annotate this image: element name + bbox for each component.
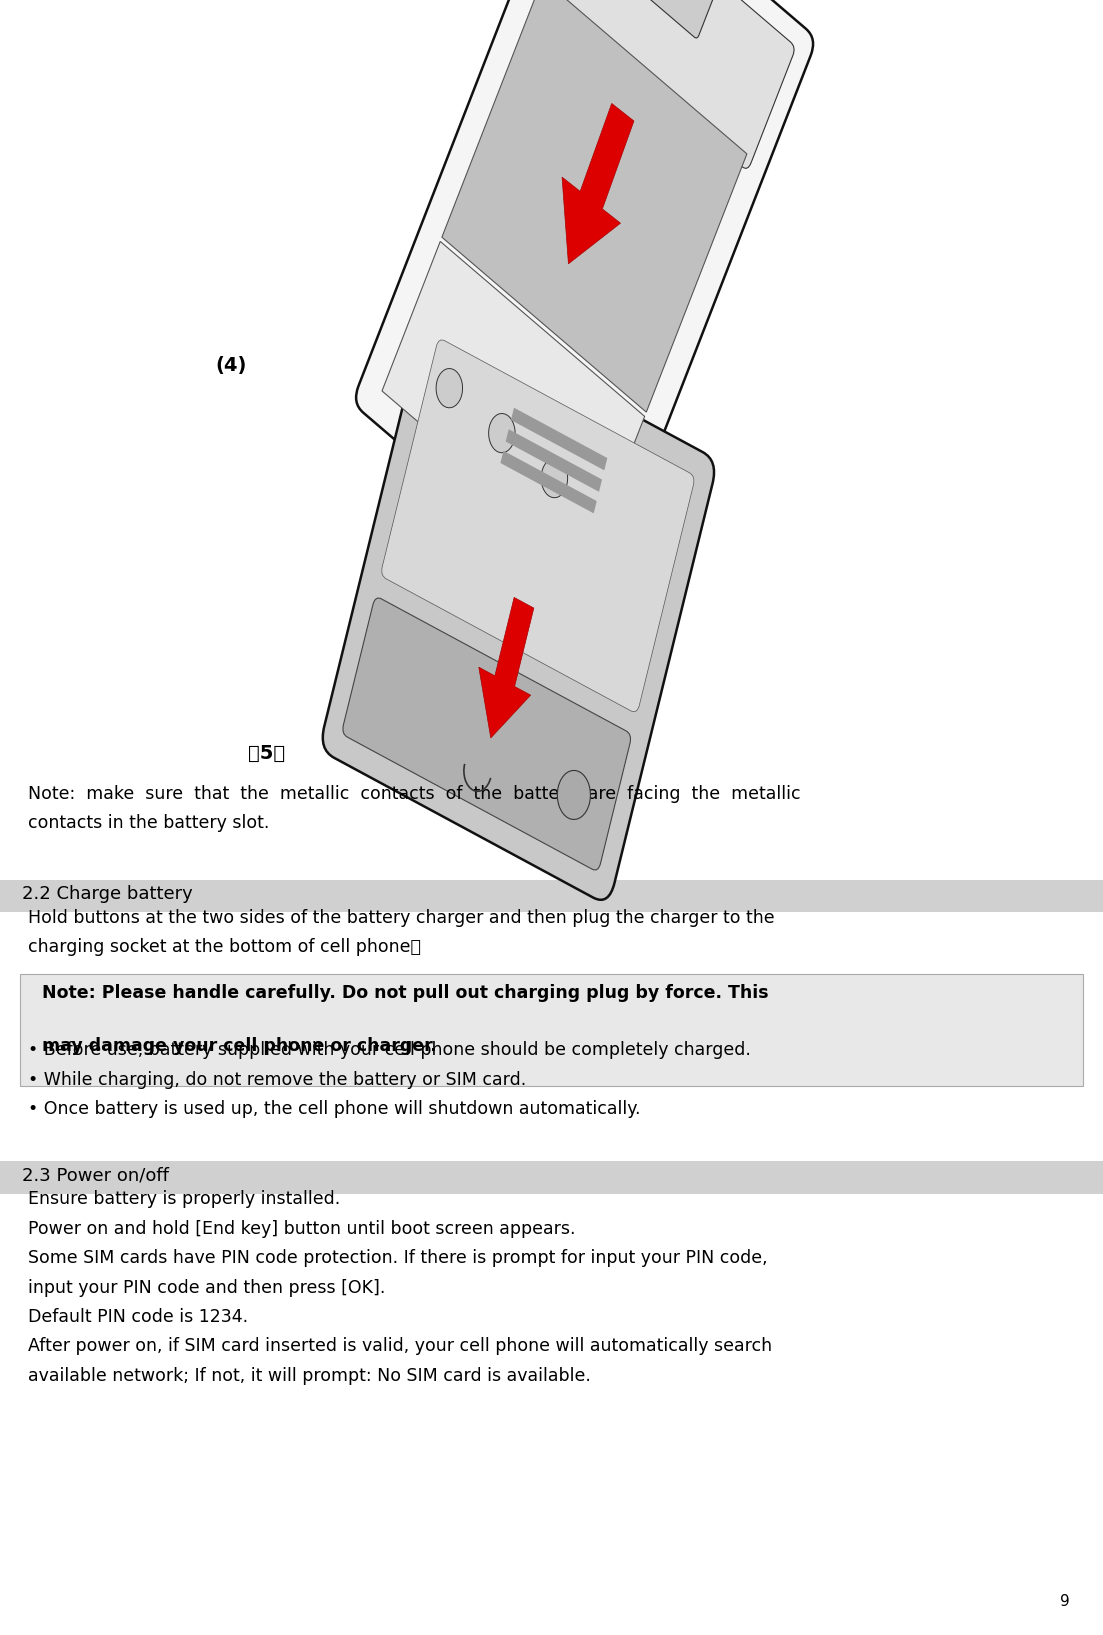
Text: • Before use, battery supplied with your cell phone should be completely charged: • Before use, battery supplied with your… [28, 1041, 750, 1059]
Text: Note:  make  sure  that  the  metallic  contacts  of  the  battery  are  facing : Note: make sure that the metallic contac… [28, 785, 800, 803]
FancyBboxPatch shape [343, 598, 631, 870]
Circle shape [557, 770, 590, 819]
Bar [501, 451, 597, 513]
Bar [505, 430, 602, 492]
Text: （5）: （5） [248, 744, 286, 764]
Text: (4): (4) [215, 356, 246, 376]
Text: • Once battery is used up, the cell phone will shutdown automatically.: • Once battery is used up, the cell phon… [28, 1100, 640, 1118]
Text: 9: 9 [1060, 1594, 1070, 1609]
Text: may damage your cell phone or charger.: may damage your cell phone or charger. [42, 1037, 437, 1055]
Polygon shape [479, 597, 534, 737]
Bar [0, 880, 1103, 912]
Text: 2.3 Power on/off: 2.3 Power on/off [22, 1166, 169, 1185]
FancyBboxPatch shape [534, 0, 794, 168]
FancyBboxPatch shape [635, 0, 714, 38]
Text: Ensure battery is properly installed.: Ensure battery is properly installed. [28, 1190, 340, 1208]
Text: input your PIN code and then press [OK].: input your PIN code and then press [OK]. [28, 1279, 385, 1297]
FancyBboxPatch shape [323, 311, 714, 899]
Bar [0, 1161, 1103, 1194]
FancyBboxPatch shape [356, 0, 813, 605]
Text: • While charging, do not remove the battery or SIM card.: • While charging, do not remove the batt… [28, 1071, 526, 1089]
Text: Note: Please handle carefully. Do not pull out charging plug by force. This: Note: Please handle carefully. Do not pu… [42, 984, 769, 1002]
Circle shape [542, 458, 568, 497]
Text: charging socket at the bottom of cell phone。: charging socket at the bottom of cell ph… [28, 938, 420, 956]
Text: After power on, if SIM card inserted is valid, your cell phone will automaticall: After power on, if SIM card inserted is … [28, 1337, 772, 1355]
Bar [382, 242, 644, 566]
Polygon shape [563, 103, 634, 263]
Circle shape [436, 368, 462, 407]
Text: Power on and hold [End key] button until boot screen appears.: Power on and hold [End key] button until… [28, 1220, 575, 1238]
Circle shape [489, 414, 515, 453]
Text: Some SIM cards have PIN code protection. If there is prompt for input your PIN c: Some SIM cards have PIN code protection.… [28, 1249, 768, 1267]
Bar [20, 974, 1083, 1086]
Bar [511, 407, 608, 471]
Text: Hold buttons at the two sides of the battery charger and then plug the charger t: Hold buttons at the two sides of the bat… [28, 909, 774, 927]
Text: available network; If not, it will prompt: No SIM card is available.: available network; If not, it will promp… [28, 1367, 590, 1385]
Text: 2.2 Charge battery: 2.2 Charge battery [22, 885, 193, 904]
Bar [442, 0, 747, 412]
Text: contacts in the battery slot.: contacts in the battery slot. [28, 814, 269, 832]
FancyBboxPatch shape [382, 340, 694, 711]
Text: Default PIN code is 1234.: Default PIN code is 1234. [28, 1308, 248, 1326]
